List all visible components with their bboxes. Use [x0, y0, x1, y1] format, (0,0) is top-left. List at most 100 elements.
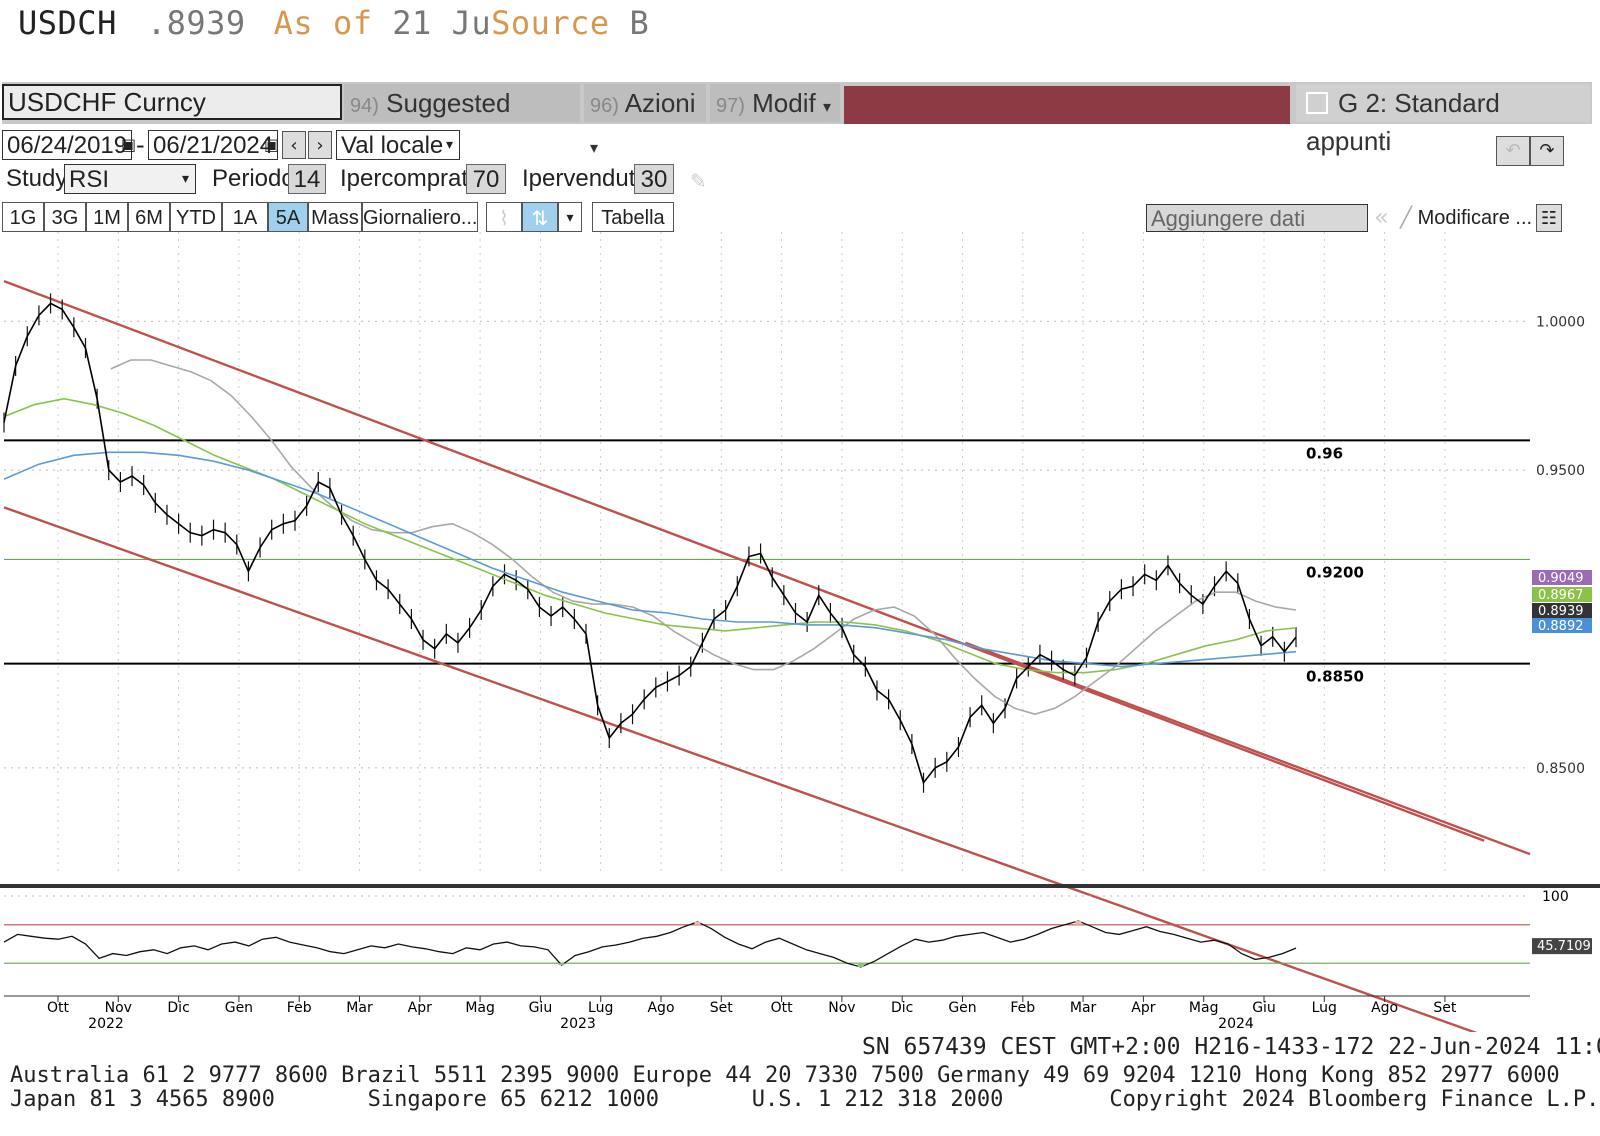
period-input[interactable]: 14 — [288, 164, 326, 194]
chart-type-icon[interactable]: ⌇ — [486, 202, 522, 232]
period-1m[interactable]: 1M — [86, 202, 128, 232]
y-tick-label: 0.8500 — [1536, 761, 1585, 777]
year-label: 2022 — [88, 1016, 124, 1032]
x-tick-label: Mar — [1070, 1000, 1097, 1016]
modif-menu[interactable]: 97) Modif ▾ — [710, 84, 840, 122]
modify-label: Modificare ... — [1417, 207, 1533, 229]
bar-style-icon[interactable]: ⇅ — [522, 202, 558, 232]
currency-select[interactable]: Val locale — [336, 130, 460, 160]
x-tick-label: Giu — [1252, 1000, 1276, 1016]
x-tick-label: Dic — [167, 1000, 189, 1016]
chevron-down-icon[interactable]: ▾ — [558, 202, 582, 232]
pencil-icon[interactable]: ✎ — [690, 169, 707, 193]
moving-average-line — [3, 397, 1297, 674]
x-tick-label: Ago — [647, 1000, 674, 1016]
study-select[interactable]: RSI — [64, 164, 196, 194]
export-icon — [1306, 92, 1328, 115]
contact-disclaimer: Australia 61 2 9777 8600 Brazil 5511 239… — [10, 1063, 1600, 1112]
ticker-input[interactable]: USDCHF Curncy — [2, 84, 342, 120]
chevron-down-icon[interactable]: ▾ — [446, 137, 454, 153]
chart-header: USDCH .8939 As of 21 JuSource B — [18, 4, 649, 42]
x-tick-label: Feb — [287, 1000, 312, 1016]
x-tick-label: Mag — [1189, 1000, 1219, 1016]
x-tick-label: Mar — [346, 1000, 373, 1016]
modify-button[interactable]: ╱ Modificare ... — [1400, 204, 1532, 232]
period-3g[interactable]: 3G — [44, 202, 86, 232]
price-tag-label: 0.8939 — [1538, 604, 1584, 619]
end-date-input[interactable]: 06/21/2024 — [148, 130, 278, 160]
y-tick-label: 0.9500 — [1536, 463, 1585, 479]
dropdown-arrow-icon: ▾ — [590, 140, 599, 157]
settings-icon[interactable]: ☷ — [1536, 204, 1562, 232]
menu-number: 94) — [350, 95, 379, 117]
prev-range-icon[interactable]: ‹ — [282, 131, 306, 159]
period-1a[interactable]: 1A — [222, 202, 268, 232]
period-ytd[interactable]: YTD — [170, 202, 222, 232]
calendar-icon[interactable]: ▣ — [121, 135, 137, 154]
as-of-label: As of — [273, 4, 373, 42]
period-1g[interactable]: 1G — [2, 202, 44, 232]
frequency-select[interactable]: Giornaliero... — [362, 202, 478, 232]
header-price: .8939 — [146, 4, 246, 42]
collapse-icon[interactable]: « — [1374, 203, 1389, 231]
menu-number: 97) — [716, 95, 745, 117]
redo-icon[interactable]: ↷ — [1530, 136, 1564, 166]
study-label: Study — [6, 165, 68, 192]
suggested-charts-menu[interactable]: 94) Suggested Charts — [344, 84, 580, 159]
channel-line — [3, 279, 1485, 842]
year-label: 2023 — [560, 1016, 596, 1032]
price-series-line — [3, 302, 1297, 785]
period-label: Periodo — [212, 165, 295, 192]
header-date: 21 Ju — [392, 4, 492, 42]
add-data-input[interactable]: Aggiungere dati — [1146, 204, 1368, 232]
moving-average-line — [110, 359, 1297, 716]
price-chart: 0.96 0.9200 0.8850 1.0000 0.9500 0.8500 0.90… — [0, 232, 1600, 1032]
source-label: Source — [491, 4, 610, 42]
chart-template-button[interactable]: G 2: Standard appunti — [1296, 84, 1590, 156]
moving-averages — [3, 293, 1297, 793]
price-tag-bg — [1532, 587, 1592, 602]
x-tick-label: Gen — [225, 1000, 253, 1016]
menu-label: Azioni — [624, 88, 696, 118]
header-ticker: USDCH — [18, 4, 117, 42]
x-tick-label: Nov — [105, 1000, 132, 1016]
header-source: B — [629, 4, 650, 42]
oversold-input[interactable]: 30 — [634, 164, 674, 194]
x-tick-label: Feb — [1010, 1000, 1035, 1016]
menu-label: Modif — [752, 88, 816, 118]
calendar-icon[interactable]: ▣ — [264, 135, 280, 154]
x-tick-label: Apr — [1131, 1000, 1155, 1016]
x-tick-label: Lug — [588, 1000, 613, 1016]
y-axis-labels: 1.0000 0.9500 0.8500 — [1536, 314, 1585, 777]
x-tick-label: Giu — [529, 1000, 553, 1016]
period-5a[interactable]: 5A — [268, 202, 308, 232]
date-dash: - — [136, 131, 145, 159]
trend-channel — [3, 279, 1531, 1032]
azioni-menu[interactable]: 96) Azioni ▾ — [584, 84, 706, 157]
price-tag-label: 0.9049 — [1538, 571, 1584, 586]
x-tick-label: Dic — [891, 1000, 913, 1016]
status-line: SN 657439 CEST GMT+2:00 H216-1433-172 22… — [862, 1034, 1600, 1060]
rsi-line — [3, 920, 1297, 968]
moving-average-line — [3, 451, 1297, 668]
toolbar-spacer — [844, 86, 1290, 124]
overbought-label: Ipercomprato — [340, 165, 482, 192]
template-label: G 2: Standard appunti — [1306, 88, 1500, 156]
x-tick-label: Set — [1433, 1000, 1457, 1016]
next-range-icon[interactable]: › — [308, 131, 332, 159]
menu-number: 96) — [590, 95, 619, 117]
period-6m[interactable]: 6M — [128, 202, 170, 232]
level-label: 0.8850 — [1306, 668, 1364, 686]
year-label: 2024 — [1218, 1016, 1254, 1032]
channel-line — [964, 641, 1531, 856]
overbought-input[interactable]: 70 — [466, 164, 506, 194]
start-date-input[interactable]: 06/24/2019 — [2, 130, 132, 160]
price-tag-label: 0.8967 — [1538, 588, 1584, 603]
chevron-down-icon[interactable]: ▾ — [182, 171, 190, 187]
period-max[interactable]: Mass — [308, 202, 362, 232]
table-button[interactable]: Tabella — [592, 202, 674, 232]
undo-icon[interactable]: ↶ — [1496, 136, 1530, 166]
rsi-value-tag: 45.7109 — [1537, 939, 1591, 954]
rsi-panel: 100 45.7109 — [3, 889, 1592, 968]
